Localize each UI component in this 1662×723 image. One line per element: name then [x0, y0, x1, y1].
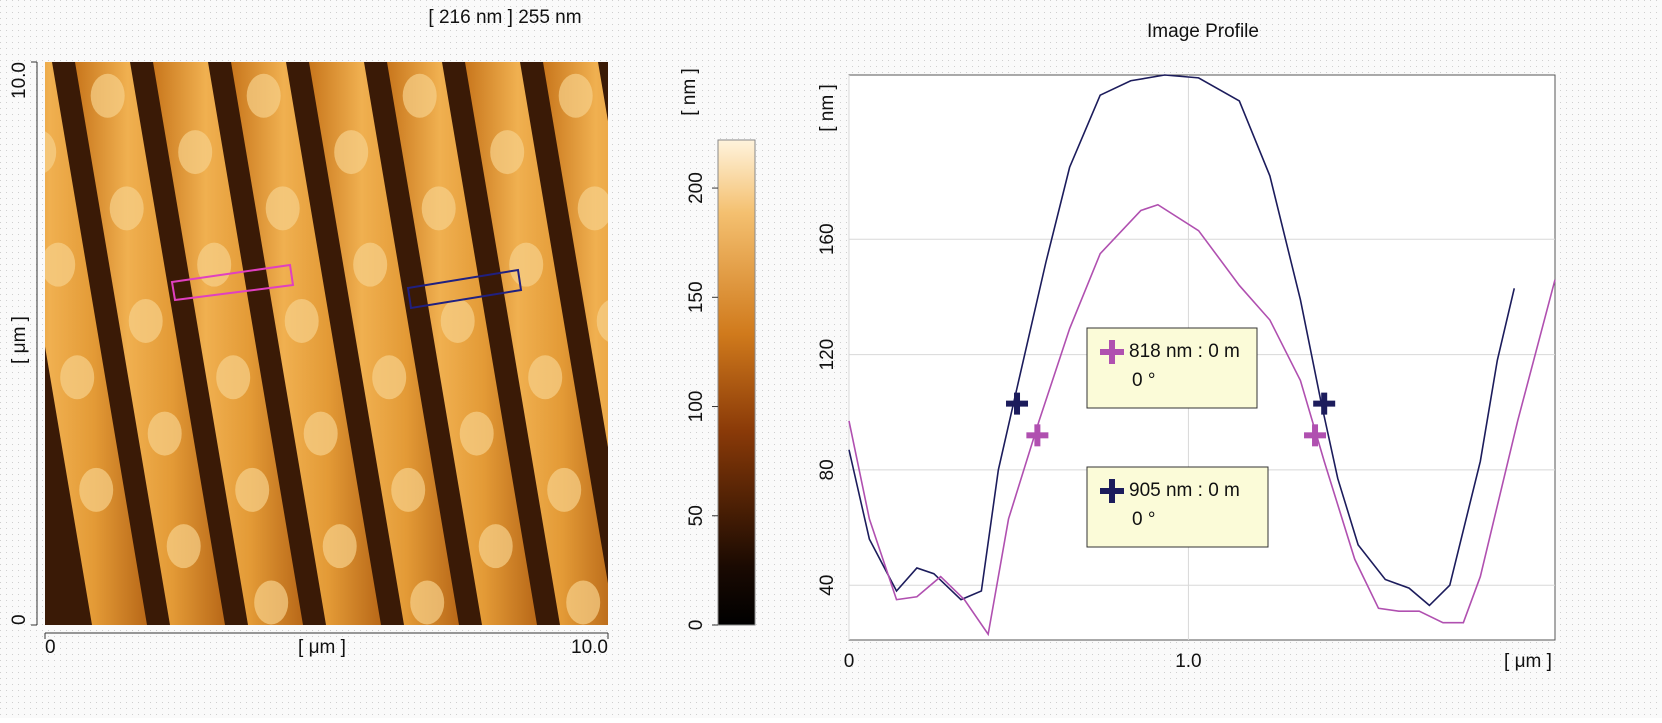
grain — [109, 186, 144, 231]
annotation-text: 905 nm : 0 m — [1129, 480, 1240, 501]
grain — [577, 186, 608, 231]
grain — [509, 242, 544, 287]
grain — [322, 524, 357, 569]
grain — [166, 524, 201, 569]
grain — [197, 242, 232, 287]
y-tick-label: 10.0 — [9, 62, 30, 99]
colorbar-tick-label: 50 — [686, 505, 707, 526]
afm-image — [45, 62, 608, 625]
cursor — [1026, 424, 1049, 447]
grain — [490, 130, 525, 175]
colorbar — [717, 139, 756, 626]
x-axis-label: [ μm ] — [1504, 651, 1552, 672]
grain — [284, 298, 319, 343]
x-tick-label: 0 — [45, 637, 56, 658]
annotation-text: 818 nm : 0 m — [1129, 341, 1240, 362]
cursor-bar — [1312, 424, 1319, 447]
grain — [254, 580, 289, 625]
y-tick-label: 120 — [817, 339, 838, 371]
grain — [596, 300, 608, 342]
icon — [1109, 340, 1115, 364]
annotation-box — [1086, 327, 1258, 409]
cursor — [1006, 392, 1029, 415]
grain — [246, 73, 281, 118]
cursor-bar — [1321, 392, 1328, 415]
y-tick-label: 0 — [9, 614, 30, 625]
cursor-bar — [1034, 424, 1041, 447]
grain — [478, 524, 513, 569]
grain — [147, 411, 182, 456]
grain — [372, 355, 407, 400]
grain — [265, 186, 300, 231]
profile-box — [406, 268, 523, 310]
colorbar-tick-label: 200 — [686, 172, 707, 204]
grain — [60, 355, 95, 400]
profile-line — [848, 74, 1516, 607]
grain — [402, 73, 437, 118]
grain — [45, 242, 76, 287]
stripe — [45, 62, 147, 625]
grain — [440, 298, 475, 343]
x-tick-label: 1.0 — [1175, 651, 1201, 672]
grain — [45, 131, 57, 173]
profile-box — [170, 263, 295, 302]
y-axis-label: [ nm ] — [817, 84, 838, 132]
grain — [353, 242, 388, 287]
icon — [1109, 479, 1115, 503]
annotation-box — [1086, 466, 1269, 548]
stripe — [543, 62, 608, 448]
grain — [421, 186, 456, 231]
cursor — [1304, 424, 1327, 447]
cursor — [1313, 392, 1336, 415]
grain — [178, 130, 213, 175]
image-header: [ 216 nm ] 255 nm — [428, 7, 581, 28]
annotation-text: 0 ° — [1132, 370, 1155, 391]
x-tick-label: 0 — [844, 651, 855, 672]
grain — [391, 467, 426, 512]
grain — [303, 411, 338, 456]
x-axis-label: [ μm ] — [298, 637, 346, 658]
y-tick-label: 80 — [817, 459, 838, 480]
grain — [566, 580, 601, 625]
grain — [334, 130, 369, 175]
colorbar-label: [ nm ] — [679, 68, 700, 116]
grain — [528, 355, 563, 400]
colorbar-tick-label: 100 — [686, 391, 707, 423]
y-tick-label: 160 — [817, 223, 838, 255]
colorbar-tick-label: 150 — [686, 281, 707, 313]
profile-title: Image Profile — [1147, 21, 1259, 42]
grain — [547, 467, 582, 512]
colorbar-tick-label: 0 — [686, 620, 707, 631]
grain — [410, 580, 445, 625]
cursor-bar — [1014, 392, 1021, 415]
grain — [90, 73, 125, 118]
grain — [558, 73, 593, 118]
grain — [216, 355, 251, 400]
y-tick-label: 40 — [817, 575, 838, 596]
x-tick-label: 10.0 — [571, 637, 608, 658]
grain — [459, 411, 494, 456]
grain — [128, 298, 163, 343]
annotation-text: 0 ° — [1132, 509, 1155, 530]
profile-line — [848, 203, 1556, 637]
y-axis-label: [ μm ] — [9, 316, 30, 364]
grain — [79, 467, 114, 512]
grain — [235, 467, 270, 512]
